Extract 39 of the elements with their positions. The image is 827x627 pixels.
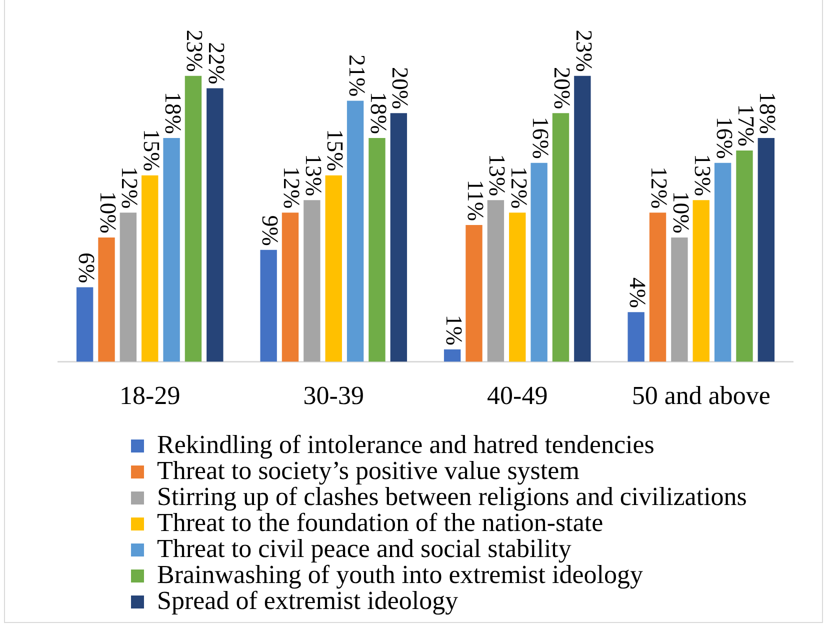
bar — [692, 200, 710, 362]
bar — [487, 200, 504, 362]
bar — [466, 225, 482, 362]
legend-label: Threat to civil peace and social stability — [157, 534, 572, 563]
data-label: 6% — [74, 252, 99, 284]
bar — [628, 312, 644, 362]
bar — [304, 200, 320, 362]
bar — [163, 138, 180, 362]
bar — [76, 287, 94, 362]
bar — [260, 250, 277, 362]
data-label: 9% — [258, 215, 283, 246]
bar — [282, 212, 299, 362]
bar — [390, 113, 408, 362]
bar — [736, 150, 753, 362]
bar — [758, 138, 775, 362]
data-label: 16% — [528, 116, 554, 159]
legend-label: Rekindling of intolerance and hatred tendencies — [157, 430, 654, 459]
bar — [325, 175, 342, 362]
bar — [509, 212, 526, 362]
data-label: 4% — [625, 277, 650, 308]
bar — [444, 349, 461, 362]
bar — [206, 88, 224, 362]
bar — [142, 175, 158, 362]
bar — [184, 76, 202, 362]
x-tick-label: 40-49 — [487, 381, 548, 410]
bar — [574, 76, 591, 362]
data-label: 1% — [441, 314, 466, 346]
bar — [552, 113, 570, 362]
bar — [120, 212, 137, 362]
bar — [714, 162, 732, 362]
bar — [649, 212, 666, 362]
bar — [98, 237, 115, 362]
bar — [346, 100, 364, 362]
bar — [671, 237, 688, 362]
x-tick-label: 18-29 — [120, 381, 180, 410]
x-tick-label: 30-39 — [303, 381, 364, 410]
x-tick-label: 50 and above — [632, 381, 770, 410]
bar — [368, 138, 386, 362]
bar — [530, 162, 548, 362]
